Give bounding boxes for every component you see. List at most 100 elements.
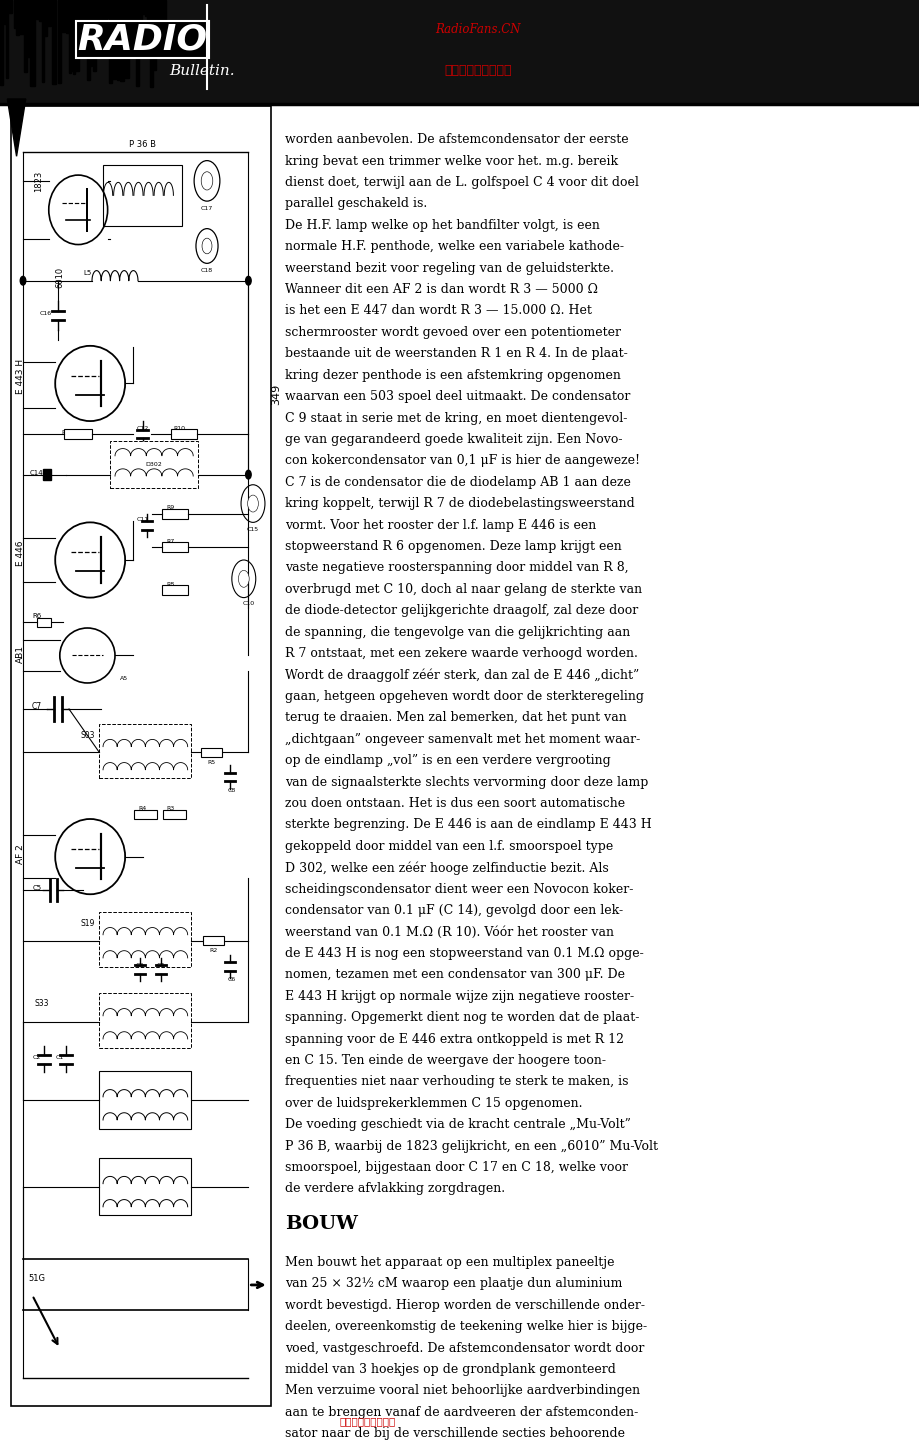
Bar — [132, 0, 135, 52]
Bar — [6, 0, 8, 78]
Bar — [164, 810, 186, 819]
Text: 1823: 1823 — [34, 171, 43, 191]
Bar — [125, 0, 129, 78]
Text: C7: C7 — [31, 702, 42, 710]
Text: weerstand bezit voor regeling van de geluidsterkte.: weerstand bezit voor regeling van de gel… — [285, 262, 614, 275]
Bar — [86, 0, 90, 80]
Text: C11: C11 — [136, 517, 149, 522]
Text: de E 443 H is nog een stopweerstand van 0.1 M.Ω opge-: de E 443 H is nog een stopweerstand van … — [285, 946, 643, 959]
Bar — [28, 0, 31, 25]
Bar — [104, 0, 107, 43]
Text: normale H.F. penthode, welke een variabele kathode-: normale H.F. penthode, welke een variabe… — [285, 240, 623, 253]
Circle shape — [247, 495, 258, 512]
Text: de verdere afvlakking zorgdragen.: de verdere afvlakking zorgdragen. — [285, 1182, 505, 1195]
Bar — [96, 0, 99, 45]
Text: R6: R6 — [32, 614, 41, 619]
Text: C 9 staat in serie met de kring, en moet dientengevol-: C 9 staat in serie met de kring, en moet… — [285, 411, 627, 424]
Bar — [81, 0, 85, 38]
Text: De H.F. lamp welke op het bandfilter volgt, is een: De H.F. lamp welke op het bandfilter vol… — [285, 218, 599, 232]
Text: stopweerstand R 6 opgenomen. Deze lamp krijgt een: stopweerstand R 6 opgenomen. Deze lamp k… — [285, 540, 621, 553]
Bar — [117, 0, 119, 80]
Text: S03: S03 — [80, 731, 95, 739]
Text: is het een E 447 dan wordt R 3 — 15.000 Ω. Het: is het een E 447 dan wordt R 3 — 15.000 … — [285, 304, 592, 317]
Bar — [65, 0, 68, 33]
Text: AF 2: AF 2 — [16, 844, 25, 864]
Text: over de luidsprekerklemmen C 15 opgenomen.: over de luidsprekerklemmen C 15 opgenome… — [285, 1097, 582, 1110]
Text: D302: D302 — [145, 462, 163, 467]
Text: gekoppeld door middel van een l.f. smoorspoel type: gekoppeld door middel van een l.f. smoor… — [285, 839, 613, 852]
Bar — [155, 0, 159, 41]
Text: RadioFans.CN: RadioFans.CN — [436, 23, 520, 36]
Bar — [99, 912, 191, 967]
Text: kring dezer penthode is een afstemkring opgenomen: kring dezer penthode is een afstemkring … — [285, 369, 620, 382]
Bar — [142, 0, 144, 14]
Text: R8: R8 — [166, 582, 174, 587]
Text: 收音机爱好者资料库: 收音机爱好者资料库 — [339, 1417, 396, 1425]
Text: R11: R11 — [61, 430, 74, 436]
Text: P 36 B: P 36 B — [129, 140, 156, 149]
Text: scheidingscondensator dient weer een Novocon koker-: scheidingscondensator dient weer een Nov… — [285, 883, 633, 896]
Text: zou doen ontstaan. Het is dus een soort automatische: zou doen ontstaan. Het is dus een soort … — [285, 797, 625, 810]
Bar — [100, 0, 103, 51]
Bar — [47, 0, 51, 26]
Text: waarvan een 503 spoel deel uitmaakt. De condensator: waarvan een 503 spoel deel uitmaakt. De … — [285, 391, 630, 404]
Bar — [30, 0, 35, 85]
Text: sterkte begrenzing. De E 446 is aan de eindlamp E 443 H: sterkte begrenzing. De E 446 is aan de e… — [285, 819, 652, 832]
Text: S19: S19 — [80, 919, 95, 928]
Circle shape — [20, 276, 26, 285]
Text: Men bouwt het apparaat op een multiplex paneeltje: Men bouwt het apparaat op een multiplex … — [285, 1256, 614, 1269]
Bar — [110, 441, 198, 488]
Bar — [140, 0, 142, 49]
Text: spanning. Opgemerkt dient nog te worden dat de plaat-: spanning. Opgemerkt dient nog te worden … — [285, 1011, 639, 1024]
Text: voed, vastgeschroefd. De afstemcondensator wordt door: voed, vastgeschroefd. De afstemcondensat… — [285, 1341, 644, 1354]
Circle shape — [245, 276, 251, 285]
Text: vaste negatieve roosterspanning door middel van R 8,: vaste negatieve roosterspanning door mid… — [285, 561, 629, 574]
Text: C 7 is de condensator die de diodelamp AB 1 aan deze: C 7 is de condensator die de diodelamp A… — [285, 476, 630, 489]
Bar — [119, 0, 123, 81]
Text: E 443 H krijgt op normale wijze zijn negatieve rooster-: E 443 H krijgt op normale wijze zijn neg… — [285, 990, 633, 1003]
Circle shape — [245, 470, 251, 479]
Bar — [43, 469, 51, 480]
Bar — [69, 0, 71, 74]
Bar — [127, 0, 130, 43]
Bar — [0, 0, 3, 85]
Text: sator naar de bij de verschillende secties behoorende: sator naar de bij de verschillende secti… — [285, 1427, 625, 1440]
Text: „dichtgaan” ongeveer samenvalt met het moment waar-: „dichtgaan” ongeveer samenvalt met het m… — [285, 732, 640, 745]
Text: R5: R5 — [208, 760, 215, 765]
Bar — [11, 106, 271, 1406]
Text: C12: C12 — [136, 425, 149, 431]
Text: C5: C5 — [32, 886, 41, 891]
Bar — [58, 0, 62, 82]
Bar — [123, 0, 125, 29]
Bar — [24, 0, 28, 72]
Circle shape — [202, 239, 211, 253]
Bar — [171, 428, 197, 440]
Bar — [99, 724, 191, 778]
Text: C3: C3 — [135, 962, 144, 968]
Text: parallel geschakeld is.: parallel geschakeld is. — [285, 197, 427, 210]
Bar — [134, 810, 156, 819]
Bar — [144, 0, 148, 16]
Text: terug te draaien. Men zal bemerken, dat het punt van: terug te draaien. Men zal bemerken, dat … — [285, 712, 626, 725]
Text: C15: C15 — [246, 527, 259, 532]
Bar — [64, 428, 92, 440]
Text: gaan, hetgeen opgeheven wordt door de sterkteregeling: gaan, hetgeen opgeheven wordt door de st… — [285, 690, 643, 703]
Bar — [108, 0, 110, 17]
Text: ge van gegarandeerd goede kwaliteit zijn. Een Novo-: ge van gegarandeerd goede kwaliteit zijn… — [285, 433, 622, 446]
Text: C2: C2 — [32, 1055, 41, 1061]
Bar — [112, 0, 116, 78]
Bar — [162, 541, 187, 551]
Bar — [162, 585, 187, 596]
Bar — [75, 0, 79, 71]
Bar — [99, 1158, 191, 1215]
Text: van de signaalsterkte slechts vervorming door deze lamp: van de signaalsterkte slechts vervorming… — [285, 776, 648, 789]
Text: aan te brengen vanaf de aardveeren der afstemconden-: aan te brengen vanaf de aardveeren der a… — [285, 1406, 638, 1420]
Bar — [103, 165, 182, 226]
Bar — [38, 618, 51, 627]
Text: S33: S33 — [34, 998, 49, 1007]
Text: wordt bevestigd. Hierop worden de verschillende onder-: wordt bevestigd. Hierop worden de versch… — [285, 1299, 644, 1312]
Text: van 25 × 32½ cM waarop een plaatje dun aluminium: van 25 × 32½ cM waarop een plaatje dun a… — [285, 1278, 622, 1291]
Text: deelen, overeenkomstig de teekening welke hier is bijge-: deelen, overeenkomstig de teekening welk… — [285, 1320, 647, 1333]
Bar — [36, 0, 39, 19]
Text: L5: L5 — [84, 271, 91, 276]
